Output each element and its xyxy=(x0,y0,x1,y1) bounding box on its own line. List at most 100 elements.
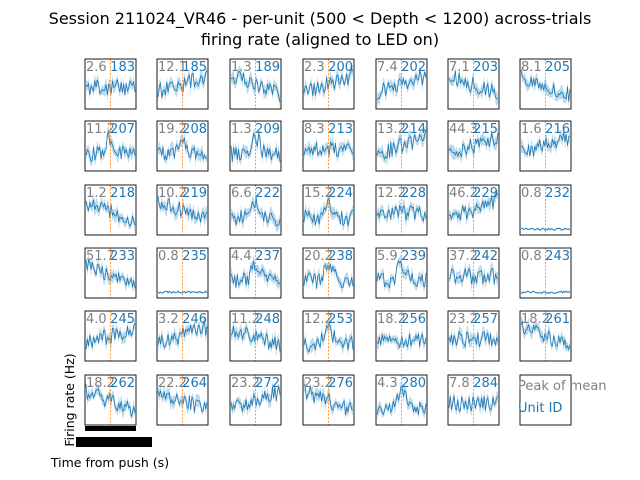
sem-band xyxy=(449,66,498,107)
panel-frame xyxy=(375,184,428,236)
peak-label: 19.2 xyxy=(158,122,187,137)
unit-id-label: 276 xyxy=(328,376,353,391)
peak-label: 23.2 xyxy=(304,376,333,391)
unit-id-label: 235 xyxy=(182,249,207,264)
unit-panel: 4.3 280 xyxy=(375,374,428,426)
peak-label: 1.2 xyxy=(86,186,107,201)
unit-id-label: 213 xyxy=(328,122,353,137)
sem-band xyxy=(158,290,207,295)
peak-label: 10.2 xyxy=(158,186,187,201)
panel-frame xyxy=(375,58,428,110)
unit-panel: 8.1 205 xyxy=(519,58,572,110)
peak-label: 18.2 xyxy=(86,376,115,391)
mean-trace xyxy=(520,69,571,102)
mean-trace xyxy=(520,131,571,157)
mean-trace xyxy=(157,137,208,161)
panel-frame xyxy=(519,184,572,236)
unit-id-label: 237 xyxy=(255,249,280,264)
peak-label: 3.2 xyxy=(158,312,179,327)
unit-panel: 4.0 245 xyxy=(84,310,137,362)
unit-panel: 1.6 216 xyxy=(519,120,572,172)
sem-band xyxy=(377,65,426,107)
mean-trace xyxy=(448,395,499,412)
unit-id-label: 205 xyxy=(545,60,570,75)
legend-peak-label: Peak of mean xyxy=(518,379,607,394)
panel-frame xyxy=(84,58,137,110)
peak-label: 12.1 xyxy=(158,60,187,75)
mean-trace xyxy=(85,79,136,96)
unit-id-label: 257 xyxy=(473,312,498,327)
unit-id-label: 216 xyxy=(545,122,570,137)
unit-id-label: 284 xyxy=(473,376,498,391)
unit-id-label: 222 xyxy=(255,186,280,201)
unit-panel: 7.1 203 xyxy=(447,58,500,110)
panel-frame xyxy=(447,310,500,362)
unit-id-label: 239 xyxy=(401,249,426,264)
y-axis-label: Firing rate (Hz) xyxy=(62,353,77,446)
peak-label: 4.0 xyxy=(86,312,107,327)
peak-label: 8.3 xyxy=(304,122,325,137)
unit-id-label: 208 xyxy=(182,122,207,137)
peak-label: 1.3 xyxy=(231,122,252,137)
peak-label: 44.3 xyxy=(449,122,478,137)
peak-label: 37.2 xyxy=(449,249,478,264)
panel-frame xyxy=(447,120,500,172)
unit-id-label: 248 xyxy=(255,312,280,327)
peak-label: 8.1 xyxy=(521,60,542,75)
unit-id-label: 233 xyxy=(110,249,135,264)
panel-frame xyxy=(156,247,209,299)
panel-frame xyxy=(519,120,572,172)
unit-panel: 0.8 235 xyxy=(156,247,209,299)
unit-id-label: 256 xyxy=(401,312,426,327)
unit-id-label: 214 xyxy=(401,122,426,137)
mean-trace xyxy=(157,290,208,294)
unit-id-label: 189 xyxy=(255,60,280,75)
mean-trace xyxy=(448,267,499,285)
panel-frame xyxy=(302,120,355,172)
unit-panel: 7.8 284 xyxy=(447,374,500,426)
unit-id-label: 280 xyxy=(401,376,426,391)
unit-id-label: 215 xyxy=(473,122,498,137)
peak-label: 0.8 xyxy=(521,186,542,201)
mean-trace xyxy=(157,390,208,413)
panel-frame xyxy=(84,374,137,426)
sem-band xyxy=(304,317,353,357)
unit-id-label: 264 xyxy=(182,376,207,391)
panel-frame xyxy=(229,58,282,110)
peak-label: 2.3 xyxy=(304,60,325,75)
peak-label: 7.4 xyxy=(377,60,398,75)
peak-label: 22.2 xyxy=(158,376,187,391)
unit-id-label: 202 xyxy=(401,60,426,75)
unit-panel: 3.2 246 xyxy=(156,310,209,362)
mean-trace xyxy=(448,132,499,158)
panel-frame xyxy=(375,310,428,362)
legend-frame xyxy=(519,374,572,426)
scale-bar-time xyxy=(76,437,152,447)
peak-label: 2.6 xyxy=(86,60,107,75)
unit-id-label: 224 xyxy=(328,186,353,201)
peak-label: 20.2 xyxy=(304,249,333,264)
mean-trace xyxy=(157,320,208,349)
panel-frame xyxy=(375,247,428,299)
panel-frame xyxy=(229,374,282,426)
peak-label: 5.9 xyxy=(377,249,398,264)
panel-frame xyxy=(84,184,137,236)
panel-frame xyxy=(84,120,137,172)
panel-frame xyxy=(156,120,209,172)
panel-frame xyxy=(229,310,282,362)
unit-id-label: 185 xyxy=(182,60,207,75)
unit-panel: 0.8 243 xyxy=(519,247,572,299)
unit-panel: 1.3 209 xyxy=(229,120,282,172)
panel-frame xyxy=(156,310,209,362)
peak-label: 12.2 xyxy=(304,312,333,327)
mean-trace xyxy=(376,69,427,101)
